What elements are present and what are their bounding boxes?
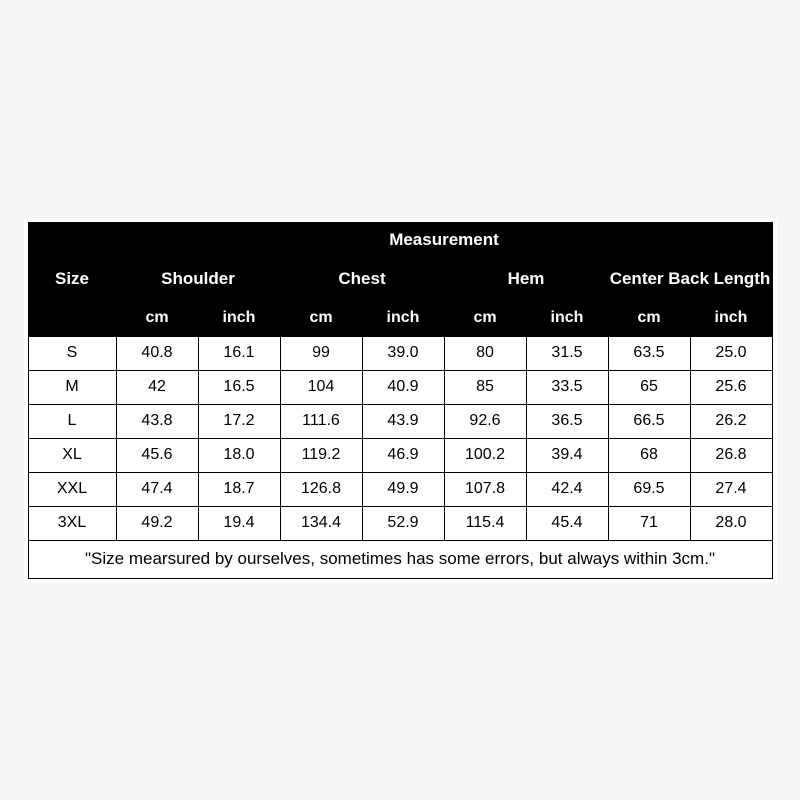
value-cell: 26.8 [690,438,772,472]
value-cell: 69.5 [608,472,690,506]
size-cell: S [28,336,116,370]
value-cell: 42.4 [526,472,608,506]
table-row: XL45.618.0119.246.9100.239.46826.8 [28,438,772,472]
header-unit-cm: cm [444,300,526,336]
size-cell: XL [28,438,116,472]
table-row: S40.816.19939.08031.563.525.0 [28,336,772,370]
value-cell: 33.5 [526,370,608,404]
table-row: M4216.510440.98533.56525.6 [28,370,772,404]
value-cell: 26.2 [690,404,772,438]
header-group-hem: Hem [444,258,608,300]
header-unit-inch: inch [526,300,608,336]
value-cell: 25.6 [690,370,772,404]
value-cell: 63.5 [608,336,690,370]
value-cell: 66.5 [608,404,690,438]
value-cell: 16.5 [198,370,280,404]
value-cell: 43.8 [116,404,198,438]
value-cell: 40.9 [362,370,444,404]
value-cell: 45.4 [526,506,608,540]
header-unit-inch: inch [690,300,772,336]
value-cell: 80 [444,336,526,370]
table-row: 3XL49.219.4134.452.9115.445.47128.0 [28,506,772,540]
value-cell: 85 [444,370,526,404]
size-cell: L [28,404,116,438]
header-unit-inch: inch [362,300,444,336]
value-cell: 19.4 [198,506,280,540]
value-cell: 18.7 [198,472,280,506]
value-cell: 100.2 [444,438,526,472]
value-cell: 134.4 [280,506,362,540]
header-group-shoulder: Shoulder [116,258,280,300]
header-size: Size [28,222,116,336]
header-measurement: Measurement [116,222,772,258]
value-cell: 104 [280,370,362,404]
size-cell: 3XL [28,506,116,540]
value-cell: 25.0 [690,336,772,370]
value-cell: 47.4 [116,472,198,506]
value-cell: 115.4 [444,506,526,540]
size-chart-container: Size Measurement Shoulder Chest Hem Cent… [24,218,777,583]
header-unit-cm: cm [608,300,690,336]
value-cell: 40.8 [116,336,198,370]
value-cell: 39.4 [526,438,608,472]
header-unit-cm: cm [280,300,362,336]
value-cell: 71 [608,506,690,540]
value-cell: 99 [280,336,362,370]
value-cell: 17.2 [198,404,280,438]
value-cell: 39.0 [362,336,444,370]
value-cell: 46.9 [362,438,444,472]
value-cell: 52.9 [362,506,444,540]
header-group-center-back-length: Center Back Length [608,258,772,300]
value-cell: 107.8 [444,472,526,506]
value-cell: 92.6 [444,404,526,438]
value-cell: 42 [116,370,198,404]
value-cell: 126.8 [280,472,362,506]
header-group-chest: Chest [280,258,444,300]
value-cell: 45.6 [116,438,198,472]
value-cell: 18.0 [198,438,280,472]
value-cell: 28.0 [690,506,772,540]
value-cell: 119.2 [280,438,362,472]
value-cell: 49.2 [116,506,198,540]
value-cell: 36.5 [526,404,608,438]
value-cell: 111.6 [280,404,362,438]
table-row: L43.817.2111.643.992.636.566.526.2 [28,404,772,438]
value-cell: 31.5 [526,336,608,370]
header-unit-inch: inch [198,300,280,336]
header-unit-cm: cm [116,300,198,336]
size-cell: XXL [28,472,116,506]
size-cell: M [28,370,116,404]
value-cell: 43.9 [362,404,444,438]
value-cell: 65 [608,370,690,404]
size-chart-table: Size Measurement Shoulder Chest Hem Cent… [28,222,773,579]
value-cell: 68 [608,438,690,472]
value-cell: 49.9 [362,472,444,506]
footer-note: "Size mearsured by ourselves, sometimes … [28,540,772,578]
value-cell: 16.1 [198,336,280,370]
table-row: XXL47.418.7126.849.9107.842.469.527.4 [28,472,772,506]
value-cell: 27.4 [690,472,772,506]
